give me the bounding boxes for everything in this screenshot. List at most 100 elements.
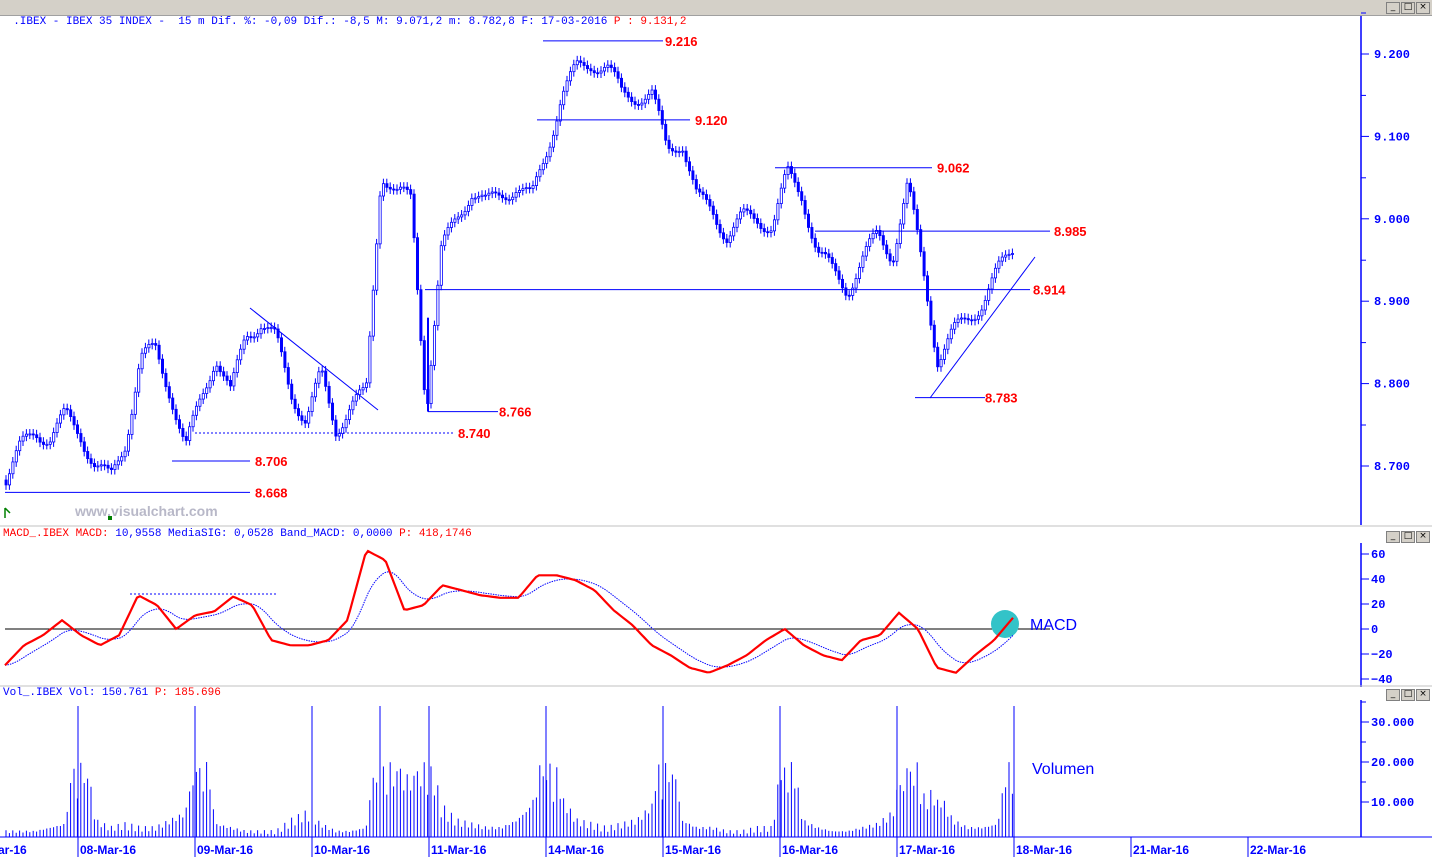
level-label: 8.985 [1054, 224, 1087, 239]
price-tick-label: 8.800 [1374, 378, 1410, 392]
price-bar-body [218, 365, 222, 373]
price-bar-body [327, 385, 331, 404]
vol-name: Vol_.IBEX Vol: 150.761 [3, 687, 149, 699]
price-bar-body [24, 433, 28, 437]
price-bar-body [388, 186, 392, 190]
macd-values: 10,9558 MediaSIG: 0,0528 Band_MACD: 0,00… [108, 528, 393, 540]
price-bar-body [518, 190, 522, 193]
price-bar-body [269, 327, 273, 329]
price-bar-body [939, 359, 943, 368]
price-bar-body [769, 230, 773, 233]
price-tick-label: 9.000 [1374, 213, 1410, 227]
price-bar-body [42, 441, 46, 445]
price-bar-body [436, 284, 440, 326]
price-bar-body [990, 277, 994, 290]
close-button[interactable]: × [1416, 689, 1430, 701]
price-bar-body [926, 275, 930, 302]
price-bar-body [235, 359, 239, 373]
price-bar-body [456, 216, 460, 220]
price-bar-body [538, 169, 542, 178]
volume-tick-label: 20.000 [1371, 756, 1414, 770]
price-bar-body [120, 456, 124, 462]
price-bar-body [127, 434, 131, 452]
price-bar-body [660, 110, 664, 125]
price-bar-body [844, 287, 848, 296]
price-bar-body [286, 367, 290, 385]
price-bar-body [160, 358, 164, 374]
price-bar-body [504, 197, 508, 201]
price-bar-body [344, 419, 348, 429]
minimize-button[interactable]: _ [1386, 531, 1400, 543]
price-tick-label: 8.700 [1374, 460, 1410, 474]
price-bar-body [449, 221, 453, 228]
price-bar-body [487, 192, 491, 196]
close-button[interactable]: × [1416, 2, 1430, 14]
price-bar-body [242, 339, 246, 350]
price-bar-body [62, 408, 66, 416]
price-bar-body [987, 288, 991, 301]
price-bar-body [1011, 253, 1015, 255]
price-bar-body [875, 229, 879, 234]
price-bar-body [7, 473, 11, 486]
price-bar-body [640, 102, 644, 106]
price-bar-body [793, 173, 797, 183]
price-bar-body [99, 464, 103, 467]
price-bar-body [834, 263, 838, 272]
price-bar-body [905, 182, 909, 204]
trendline-down [249, 307, 379, 411]
price-bar-body [912, 191, 916, 210]
price-bar-body [405, 186, 409, 190]
price-bar-body [643, 98, 647, 104]
price-bar-body [599, 70, 603, 74]
date-tick-label: ar-16 [0, 843, 27, 857]
price-bar-body [864, 246, 868, 257]
price-bar-body [72, 416, 76, 426]
price-bar-body [249, 336, 253, 339]
price-bar-body [980, 309, 984, 317]
maximize-button[interactable]: □ [1401, 689, 1415, 701]
price-bar-body [211, 370, 215, 382]
price-bar-body [790, 166, 794, 174]
price-bar-body [922, 251, 926, 277]
date-tick-label: 18-Mar-16 [1016, 843, 1072, 857]
minimize-button[interactable]: _ [1386, 2, 1400, 14]
price-bar-body [681, 150, 685, 153]
price-bar-body [783, 174, 787, 189]
price-bar-body [364, 382, 368, 388]
price-bar-body [650, 89, 654, 95]
level-label: 8.740 [458, 426, 491, 441]
level-label: 8.766 [499, 405, 532, 420]
price-bar-body [191, 414, 195, 428]
price-tick-label: 8.900 [1374, 295, 1410, 309]
price-bar-body [35, 434, 39, 439]
price-bar-body [966, 318, 970, 321]
price-bar-body [718, 224, 722, 234]
volume-label: Volumen [1032, 761, 1094, 778]
price-bar-body [507, 199, 511, 202]
price-bar-body [313, 382, 317, 398]
maximize-button[interactable]: □ [1401, 531, 1415, 543]
price-bar-body [909, 182, 913, 193]
price-bar-body [596, 72, 600, 75]
stats-label: Dif. %: -0,09 Dif.: -8,5 M: 9.071,2 m: 8… [204, 16, 608, 28]
close-button[interactable]: × [1416, 531, 1430, 543]
price-bar-body [443, 234, 447, 247]
price-bar-body [93, 463, 97, 468]
price-bar-body [575, 60, 579, 66]
macd-label: MACD: [69, 528, 109, 540]
macd-highlight-circle [991, 610, 1019, 638]
price-bar-body [531, 185, 535, 189]
maximize-button[interactable]: □ [1401, 2, 1415, 14]
price-bar-body [113, 464, 117, 470]
price-bar-body [337, 433, 341, 437]
minimize-button[interactable]: _ [1386, 689, 1400, 701]
price-bar-body [579, 60, 583, 63]
price-bar-body [21, 435, 25, 442]
price-bar-body [300, 415, 304, 421]
price-bar-body [307, 411, 311, 424]
price-bar-body [603, 67, 607, 72]
price-bar-body [283, 351, 287, 368]
price-bar-body [55, 422, 59, 433]
price-bar-body [558, 104, 562, 122]
